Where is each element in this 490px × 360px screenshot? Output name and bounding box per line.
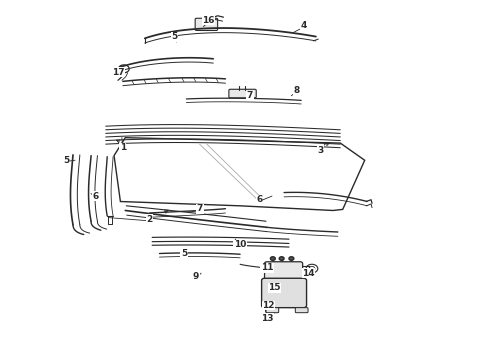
Text: 2: 2	[147, 215, 153, 224]
Text: 17: 17	[112, 68, 124, 77]
Text: 6: 6	[93, 192, 99, 201]
Text: 5: 5	[181, 249, 187, 258]
Text: 1: 1	[120, 143, 126, 152]
Text: 5: 5	[171, 32, 177, 41]
FancyBboxPatch shape	[266, 308, 279, 313]
Circle shape	[289, 257, 294, 260]
Text: 7: 7	[197, 204, 203, 213]
Text: 8: 8	[293, 86, 299, 95]
FancyBboxPatch shape	[265, 262, 303, 280]
FancyBboxPatch shape	[262, 278, 307, 308]
Polygon shape	[114, 138, 365, 211]
Text: 16: 16	[202, 16, 215, 25]
Text: 5: 5	[64, 156, 70, 165]
Text: 13: 13	[261, 314, 273, 323]
FancyBboxPatch shape	[229, 89, 256, 98]
Text: 6: 6	[257, 195, 263, 204]
Text: 15: 15	[268, 283, 281, 292]
FancyBboxPatch shape	[295, 308, 308, 313]
Text: 10: 10	[234, 240, 246, 249]
Text: 4: 4	[300, 21, 307, 30]
Circle shape	[266, 307, 275, 314]
Text: 3: 3	[318, 146, 324, 155]
Text: 9: 9	[193, 272, 199, 281]
Text: 11: 11	[261, 264, 273, 273]
Text: 14: 14	[302, 269, 315, 278]
FancyBboxPatch shape	[195, 18, 218, 31]
Text: 12: 12	[262, 301, 275, 310]
Circle shape	[270, 257, 275, 260]
Text: 7: 7	[246, 91, 253, 100]
Circle shape	[279, 257, 284, 260]
